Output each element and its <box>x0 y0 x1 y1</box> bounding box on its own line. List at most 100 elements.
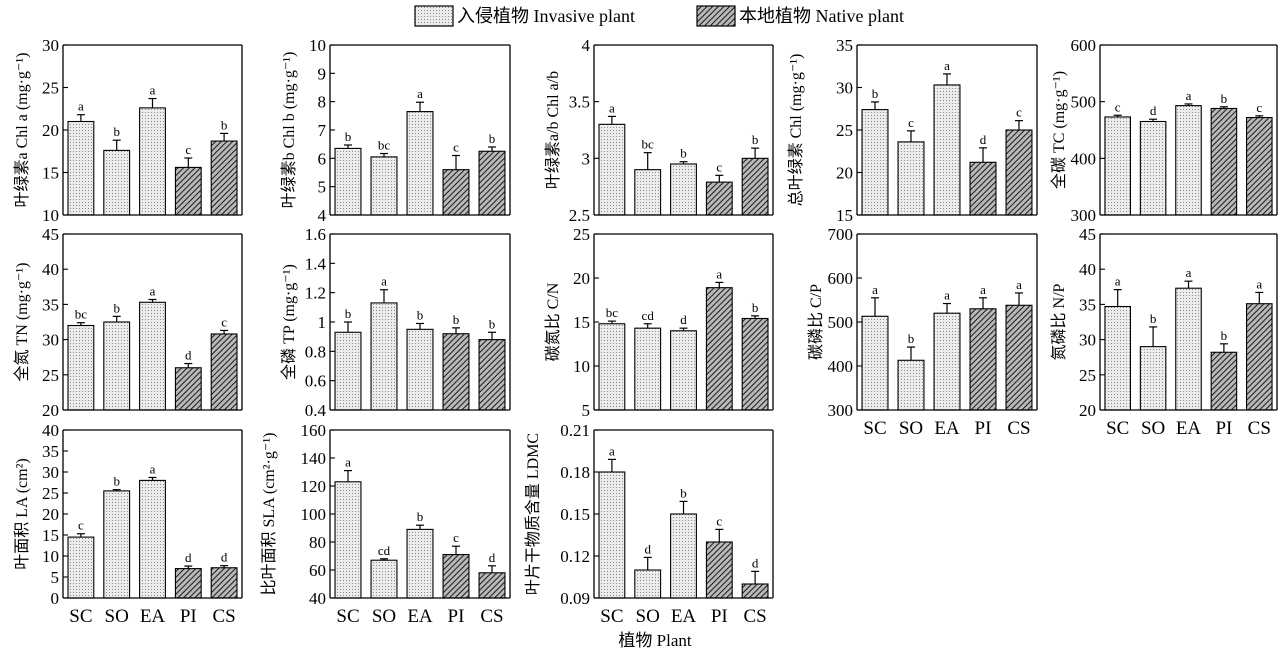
bar-ldmc-PI <box>705 541 733 599</box>
bar-cp-PI <box>969 308 997 411</box>
y-tick-label-cn: 5 <box>582 401 591 420</box>
bar-np-CS <box>1246 303 1273 411</box>
y-tick-label-chl: 15 <box>836 206 853 225</box>
y-axis-title-chlb: 叶绿素b Chl b (mg·g⁻¹) <box>280 52 298 209</box>
x-tick-label-ldmc-SC: SC <box>600 606 623 627</box>
chart-panel-tn: bc b a d c 20 25 30 35 40 45 全氮 TN (mg·g⁻¹) <box>13 225 243 420</box>
y-tick-label-tn: 20 <box>42 401 59 420</box>
legend-native-swatch <box>696 5 736 27</box>
x-tick-label-la-SO: SO <box>105 606 129 627</box>
y-axis-title-tp: 全磷 TP (mg·g⁻¹) <box>280 264 298 380</box>
bar-sla-EA <box>406 528 434 599</box>
bar-la-CS <box>210 567 238 599</box>
significance-letter-sla-EA: b <box>417 509 424 524</box>
y-tick-label-la: 0 <box>51 589 60 608</box>
significance-letter-tp-EA: b <box>417 307 424 322</box>
significance-letter-chl-CS: c <box>1016 105 1022 120</box>
bar-chla-SO <box>103 149 131 216</box>
bar-tn-PI <box>174 367 202 411</box>
y-tick-label-chla: 30 <box>42 36 59 55</box>
y-axis-title-tn: 全氮 TN (mg·g⁻¹) <box>13 262 31 381</box>
x-tick-label-np-PI: PI <box>1215 418 1232 439</box>
y-tick-label-np: 25 <box>1079 366 1096 385</box>
y-tick-label-cn: 10 <box>573 357 590 376</box>
significance-letter-np-CS: a <box>1256 276 1262 291</box>
x-tick-label-la-PI: PI <box>180 606 197 627</box>
y-tick-label-chlb: 7 <box>318 121 327 140</box>
bar-cn-SO <box>634 327 662 411</box>
significance-letter-tc-PI: b <box>1221 91 1228 106</box>
bar-sla-PI <box>442 554 470 599</box>
bar-chlab-SO <box>634 169 662 216</box>
y-tick-label-sla: 80 <box>309 533 326 552</box>
bar-ldmc-SC <box>598 471 626 599</box>
y-tick-label-ldmc: 0.18 <box>560 463 590 482</box>
significance-letter-cn-CS: b <box>752 300 759 315</box>
significance-letter-tp-SO: a <box>381 274 387 289</box>
significance-letter-chla-EA: a <box>150 83 156 98</box>
y-axis-title-chlab: 叶绿素a/b Chl a/b <box>544 71 562 189</box>
bar-np-PI <box>1210 351 1238 411</box>
x-tick-label-sla-SC: SC <box>336 606 359 627</box>
y-tick-label-chlb: 8 <box>318 93 327 112</box>
y-tick-label-chlb: 9 <box>318 64 327 83</box>
significance-letter-chla-PI: c <box>185 142 191 157</box>
y-tick-label-sla: 100 <box>301 505 327 524</box>
bar-tc-EA <box>1175 105 1202 216</box>
x-tick-label-cp-CS: CS <box>1007 418 1030 439</box>
y-axis-title-cp: 碳磷比 C/P <box>807 284 825 360</box>
y-tick-label-ldmc: 0.15 <box>560 505 590 524</box>
bar-chl-CS <box>1005 129 1033 216</box>
y-axis-title-chla: 叶绿素a Chl a (mg·g⁻¹) <box>13 53 31 208</box>
y-tick-label-la: 15 <box>42 526 59 545</box>
significance-letter-sla-SO: cd <box>378 543 391 558</box>
y-tick-label-np: 20 <box>1079 401 1096 420</box>
significance-letter-chlb-CS: b <box>489 131 496 146</box>
chart-panel-tp: b a b b b 0.4 0.6 0.8 1 1.2 1.4 1.6 全磷 TP (mg·g⁻¹) <box>280 225 511 420</box>
significance-letter-chla-CS: b <box>221 117 228 132</box>
x-tick-label-sla-PI: PI <box>448 606 465 627</box>
bar-chlb-EA <box>406 111 434 216</box>
chart-panel-cp: a b a a a 300 400 500 600 700 SC SO EA PI CS 碳磷比 C/P <box>807 225 1038 439</box>
bar-ldmc-SO <box>634 569 662 599</box>
significance-letter-cp-CS: a <box>1016 277 1022 292</box>
bar-la-EA <box>139 479 166 599</box>
significance-letter-chlb-EA: a <box>417 86 423 101</box>
y-tick-label-cn: 20 <box>573 269 590 288</box>
bar-chla-PI <box>174 166 202 216</box>
significance-letter-chl-SO: c <box>908 115 914 130</box>
bar-cn-EA <box>670 330 697 411</box>
significance-letter-ldmc-EA: b <box>680 485 687 500</box>
y-tick-label-cp: 500 <box>828 313 854 332</box>
bar-la-SC <box>67 536 95 599</box>
y-tick-label-tn: 35 <box>42 295 59 314</box>
y-tick-label-ldmc: 0.12 <box>560 547 590 566</box>
x-tick-label-la-CS: CS <box>212 606 235 627</box>
y-axis-title-chl: 总叶绿素 Chl (mg·g⁻¹) <box>787 54 805 207</box>
significance-letter-la-PI: d <box>185 550 192 565</box>
bar-chl-SO <box>897 141 925 216</box>
significance-letter-chla-SC: a <box>78 99 84 114</box>
significance-letter-cn-SO: cd <box>642 308 655 323</box>
significance-letter-tp-CS: b <box>489 316 496 331</box>
y-tick-label-tp: 0.6 <box>305 372 326 391</box>
bar-np-SO <box>1139 346 1167 411</box>
y-tick-label-chl: 20 <box>836 164 853 183</box>
y-tick-label-np: 30 <box>1079 331 1096 350</box>
significance-letter-ldmc-SO: d <box>644 541 651 556</box>
bar-np-SC <box>1104 305 1131 411</box>
bar-chl-SC <box>861 109 889 216</box>
y-tick-label-la: 30 <box>42 463 59 482</box>
y-tick-label-chlab: 3.5 <box>569 93 590 112</box>
x-tick-label-np-EA: EA <box>1176 418 1202 439</box>
bar-tc-SC <box>1104 116 1131 216</box>
significance-letter-tn-SO: b <box>113 300 120 315</box>
significance-letter-np-SC: a <box>1115 274 1121 289</box>
y-tick-label-chlab: 3 <box>582 149 591 168</box>
significance-letter-tn-PI: d <box>185 348 192 363</box>
chart-panel-cn: bc cd d a b 5 10 15 20 25 碳氮比 C/N <box>544 225 774 420</box>
y-tick-label-la: 35 <box>42 442 59 461</box>
bar-chlb-SC <box>334 147 362 216</box>
significance-letter-chl-PI: d <box>980 132 987 147</box>
